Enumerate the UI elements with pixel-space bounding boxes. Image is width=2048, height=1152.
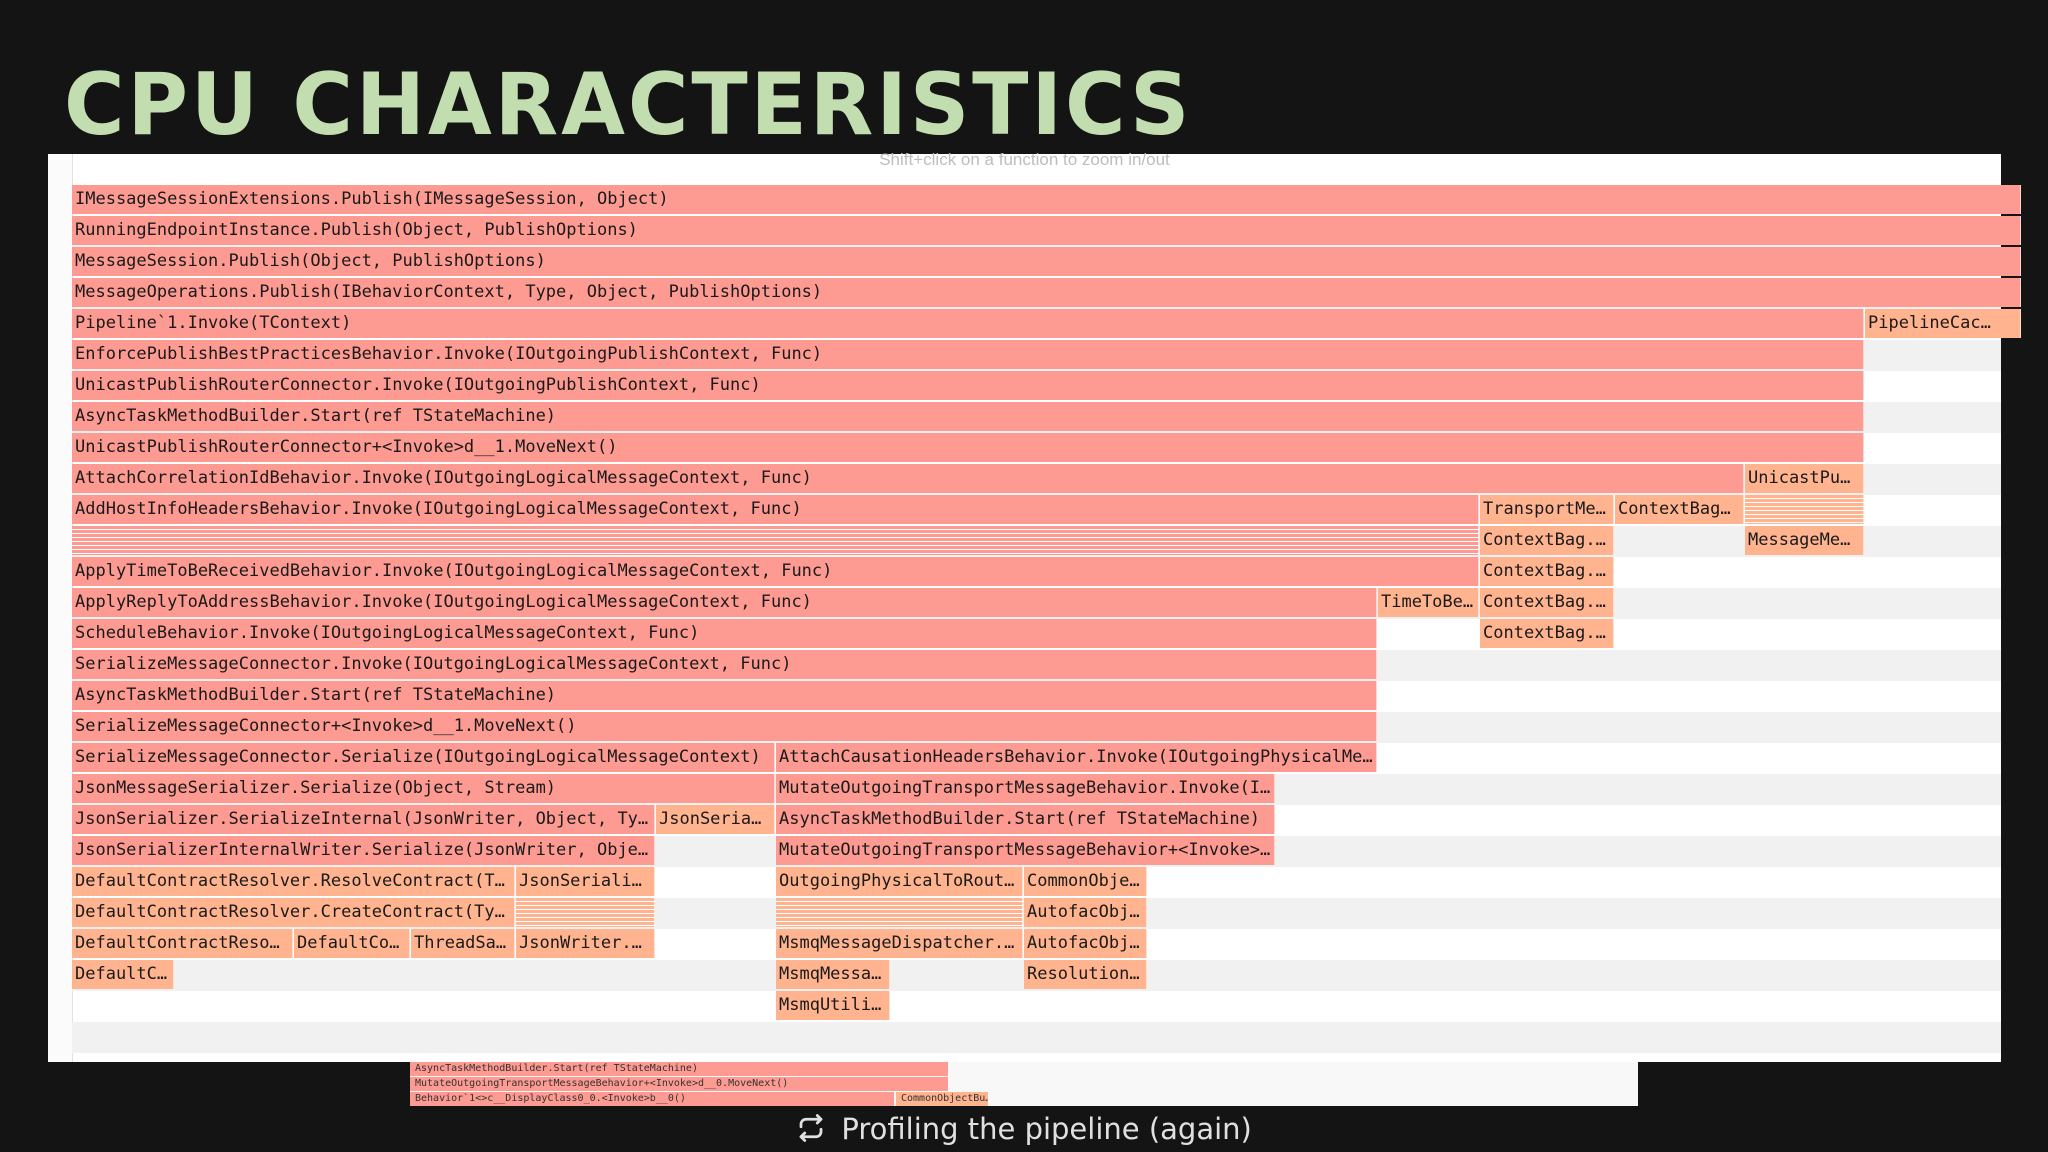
flame-frame[interactable]: MsmqMessageDispatcher.… (776, 929, 1023, 958)
flame-frame[interactable]: ContextBag.… (1480, 526, 1614, 555)
slide-title: CPU CHARACTERISTICS (64, 55, 1193, 155)
flame-frame[interactable]: IMessageSessionExtensions.Publish(IMessa… (72, 185, 2021, 214)
refresh-icon (799, 1114, 823, 1142)
flame-frame[interactable] (72, 526, 1479, 555)
flame-frame[interactable]: ContextBag.… (1480, 619, 1614, 648)
flame-frame[interactable]: ContextBag… (1615, 495, 1744, 524)
flame-frame[interactable]: DefaultContractReso… (72, 929, 293, 958)
flame-frame[interactable]: JsonSerializerInternalWriter.Serialize(J… (72, 836, 655, 865)
flame-frame[interactable]: Resolution… (1024, 960, 1147, 989)
flame-frame[interactable]: MessageMe… (1745, 526, 1864, 555)
flame-frame[interactable]: MessageSession.Publish(Object, PublishOp… (72, 247, 2021, 276)
flame-frame[interactable]: TransportMe… (1480, 495, 1614, 524)
flame-frame[interactable]: ApplyReplyToAddressBehavior.Invoke(IOutg… (72, 588, 1377, 617)
minimap-frame[interactable]: CommonObjectBu… (896, 1092, 988, 1106)
flame-frame[interactable]: AsyncTaskMethodBuilder.Start(ref TStateM… (72, 681, 1377, 710)
flame-frame[interactable]: AttachCausationHeadersBehavior.Invoke(IO… (776, 743, 1377, 772)
flame-frame[interactable]: AsyncTaskMethodBuilder.Start(ref TStateM… (72, 402, 1864, 431)
flame-frame[interactable]: SerializeMessageConnector+<Invoke>d__1.M… (72, 712, 1377, 741)
flamegraph-row-bg (72, 1022, 2001, 1053)
flame-frame[interactable]: DefaultContractResolver.CreateContract(T… (72, 898, 515, 927)
flame-frame[interactable]: Pipeline`1.Invoke(TContext) (72, 309, 1864, 338)
flame-frame[interactable]: JsonSeriali… (516, 867, 655, 896)
flame-frame[interactable]: UnicastPublishRouterConnector.Invoke(IOu… (72, 371, 1864, 400)
minimap-frame[interactable]: AsyncTaskMethodBuilder.Start(ref TStateM… (410, 1062, 948, 1076)
flame-frame[interactable]: ApplyTimeToBeReceivedBehavior.Invoke(IOu… (72, 557, 1479, 586)
flame-frame[interactable]: DefaultCo… (294, 929, 410, 958)
flame-frame[interactable]: UnicastPu… (1745, 464, 1864, 493)
flamegraph: IMessageSessionExtensions.Publish(IMessa… (48, 154, 2021, 1062)
flame-frame[interactable]: MsmqMessa… (776, 960, 890, 989)
flame-frame[interactable]: MutateOutgoingTransportMessageBehavior.I… (776, 774, 1275, 803)
flame-frame[interactable]: AutofacObj… (1024, 929, 1147, 958)
flame-frame[interactable]: ScheduleBehavior.Invoke(IOutgoingLogical… (72, 619, 1377, 648)
flame-frame[interactable]: DefaultC… (72, 960, 174, 989)
flame-frame[interactable] (516, 898, 655, 927)
flame-frame[interactable] (1745, 495, 1864, 524)
flame-frame[interactable]: MessageOperations.Publish(IBehaviorConte… (72, 278, 2021, 307)
flame-frame[interactable]: TimeToBe… (1378, 588, 1479, 617)
flame-frame[interactable]: AsyncTaskMethodBuilder.Start(ref TStateM… (776, 805, 1275, 834)
flame-frame[interactable]: JsonSeria… (656, 805, 775, 834)
flame-frame[interactable]: SerializeMessageConnector.Serialize(IOut… (72, 743, 775, 772)
flame-frame[interactable]: CommonObje… (1024, 867, 1147, 896)
flame-frame[interactable]: AddHostInfoHeadersBehavior.Invoke(IOutgo… (72, 495, 1479, 524)
flame-frame[interactable]: ThreadSa… (411, 929, 515, 958)
minimap-panel: AsyncTaskMethodBuilder.Start(ref TStateM… (410, 1062, 1638, 1106)
flame-frame[interactable]: JsonSerializer.SerializeInternal(JsonWri… (72, 805, 655, 834)
flame-frame[interactable]: UnicastPublishRouterConnector+<Invoke>d_… (72, 433, 1864, 462)
flame-frame[interactable]: JsonMessageSerializer.Serialize(Object, … (72, 774, 775, 803)
minimap-frame[interactable]: MutateOutgoingTransportMessageBehavior+<… (410, 1077, 948, 1091)
flame-frame[interactable]: DefaultContractResolver.ResolveContract(… (72, 867, 515, 896)
zoom-hint: Shift+click on a function to zoom in/out (879, 150, 1170, 169)
caption-text: Profiling the pipeline (again) (841, 1112, 1252, 1146)
flame-frame[interactable]: AttachCorrelationIdBehavior.Invoke(IOutg… (72, 464, 1744, 493)
flame-frame[interactable]: RunningEndpointInstance.Publish(Object, … (72, 216, 2021, 245)
flamegraph-panel: Shift+click on a function to zoom in/out… (48, 150, 2021, 1062)
flame-frame[interactable]: JsonWriter.… (516, 929, 655, 958)
flame-frame[interactable]: OutgoingPhysicalToRout… (776, 867, 1023, 896)
flamegraph-row-bg (72, 991, 2001, 1022)
flame-frame[interactable]: AutofacObj… (1024, 898, 1147, 927)
flame-frame[interactable]: EnforcePublishBestPracticesBehavior.Invo… (72, 340, 1864, 369)
flame-frame[interactable]: ContextBag.… (1480, 588, 1614, 617)
slide-caption: Profiling the pipeline (again) (0, 1112, 2048, 1146)
flame-frame[interactable]: ContextBag.… (1480, 557, 1614, 586)
flame-frame[interactable]: MsmqUtili… (776, 991, 890, 1020)
flame-frame[interactable]: MutateOutgoingTransportMessageBehavior+<… (776, 836, 1275, 865)
flame-frame[interactable]: PipelineCac… (1865, 309, 2021, 338)
flame-frame[interactable]: SerializeMessageConnector.Invoke(IOutgoi… (72, 650, 1377, 679)
flame-frame[interactable] (776, 898, 1023, 927)
minimap-frame[interactable]: Behavior`1<>c__DisplayClass0_0.<Invoke>b… (410, 1092, 894, 1106)
